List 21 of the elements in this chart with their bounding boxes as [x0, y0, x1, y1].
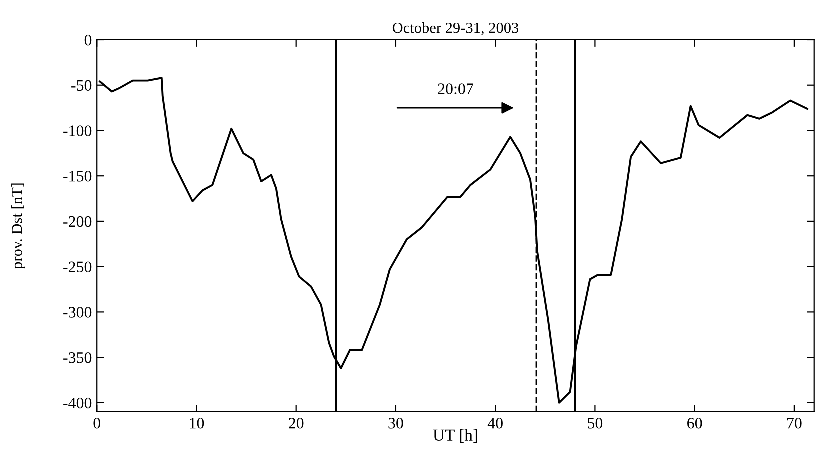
chart-title: October 29-31, 2003 [392, 22, 519, 36]
y-tick-label: -100 [64, 126, 92, 136]
x-tick-label: 0 [94, 418, 100, 429]
y-tick-label: -350 [64, 352, 92, 364]
y-tick-label: 0 [84, 34, 92, 46]
x-tick-label: 50 [588, 418, 603, 429]
x-axis-title: UT [h] [433, 429, 478, 444]
x-tick-label: 30 [388, 418, 404, 429]
x-tick-label: 20 [289, 418, 304, 429]
x-tick-label: 10 [190, 418, 204, 429]
y-tick-label: -150 [64, 171, 92, 182]
x-tick-label: 60 [688, 418, 702, 429]
y-tick-label: -300 [64, 307, 92, 318]
y-axis-title: prov. Dst [nT] [12, 184, 26, 270]
y-tick-label: -200 [64, 216, 92, 228]
annotation: 20:07 [438, 84, 474, 94]
y-tick-label: -250 [64, 262, 92, 273]
x-tick-label: 40 [488, 418, 503, 429]
y-tick-label: -50 [72, 80, 92, 92]
y-tick-label: -400 [64, 398, 92, 409]
x-tick-label: 70 [788, 418, 802, 429]
